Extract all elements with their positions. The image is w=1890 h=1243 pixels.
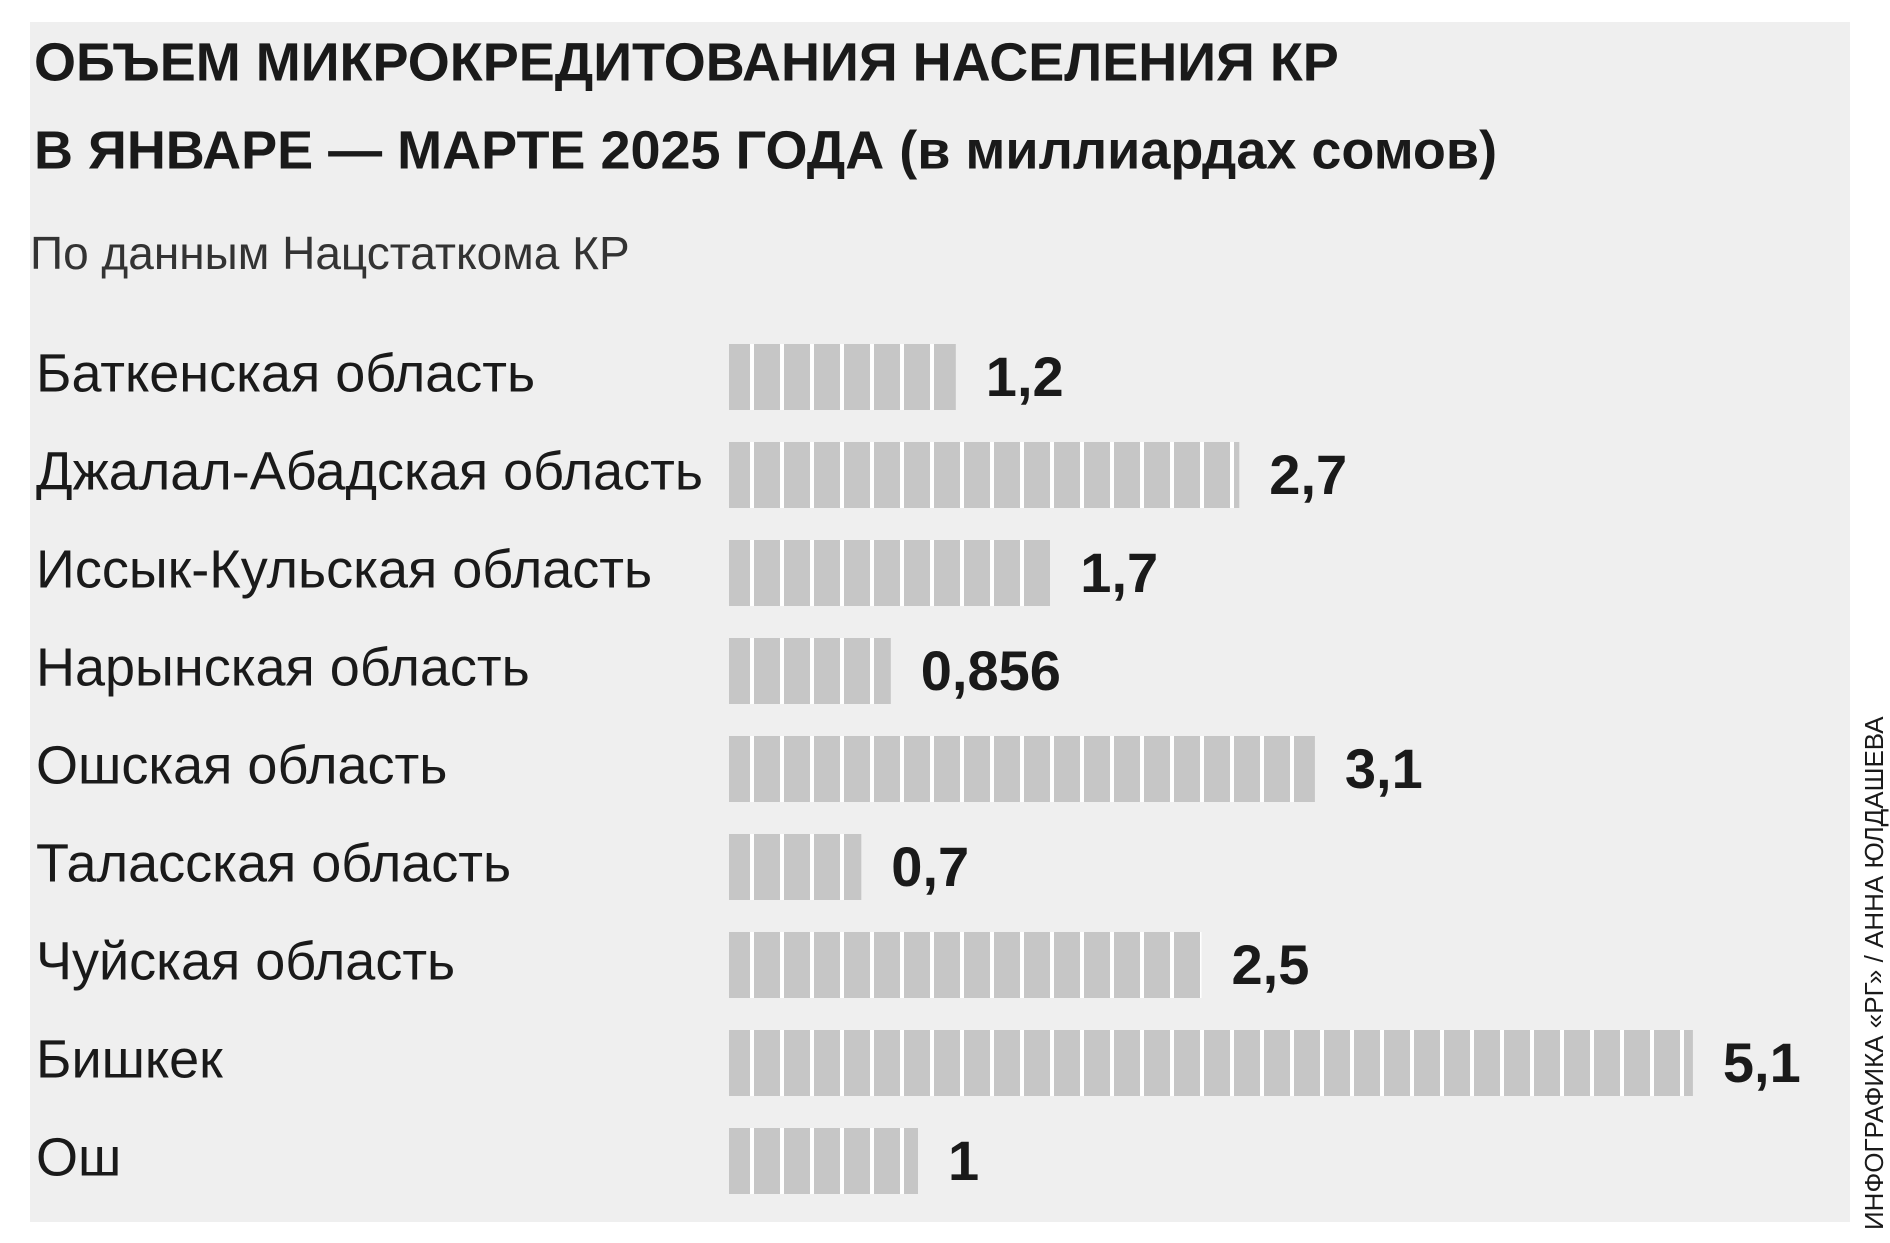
category-label: Таласская область [36, 833, 511, 893]
bar-segments [729, 932, 1202, 998]
subtitle: По данным Нацстаткома КР [30, 227, 630, 279]
value-label: 1,2 [986, 345, 1064, 408]
bar-segments [729, 1030, 1693, 1096]
chart-title: В ЯНВАРЕ — МАРТЕ 2025 ГОДА (в миллиардах… [34, 120, 1497, 180]
category-label: Чуйская область [36, 931, 455, 991]
category-label: Иссык-Кульская область [36, 539, 652, 599]
chart-title: ОБЪЕМ МИКРОКРЕДИТОВАНИЯ НАСЕЛЕНИЯ КР [34, 32, 1339, 92]
value-label: 1 [948, 1129, 979, 1192]
category-label: Ош [36, 1127, 121, 1187]
value-label: 3,1 [1345, 737, 1423, 800]
credit: ИНФОГРАФИКА «РГ» / АННА ЮЛДАШЕВА [1859, 716, 1889, 1230]
bar-segments [729, 736, 1315, 802]
category-label: Баткенская область [36, 343, 535, 403]
background [30, 22, 1850, 1222]
category-label: Джалал-Абадская область [36, 441, 703, 501]
value-label: 5,1 [1723, 1031, 1801, 1094]
value-label: 2,7 [1269, 443, 1347, 506]
bar-segments [729, 1128, 918, 1194]
value-label: 2,5 [1232, 933, 1310, 996]
bar-segments [729, 834, 862, 900]
value-label: 0,856 [921, 639, 1061, 702]
bar-segments [729, 344, 956, 410]
bar-segments [729, 638, 891, 704]
value-label: 0,7 [891, 835, 969, 898]
category-label: Бишкек [36, 1029, 223, 1089]
bar-segments [729, 442, 1240, 508]
category-label: Ошская область [36, 735, 447, 795]
bar-segments [729, 540, 1051, 606]
category-label: Нарынская область [36, 637, 530, 697]
value-label: 1,7 [1080, 541, 1158, 604]
